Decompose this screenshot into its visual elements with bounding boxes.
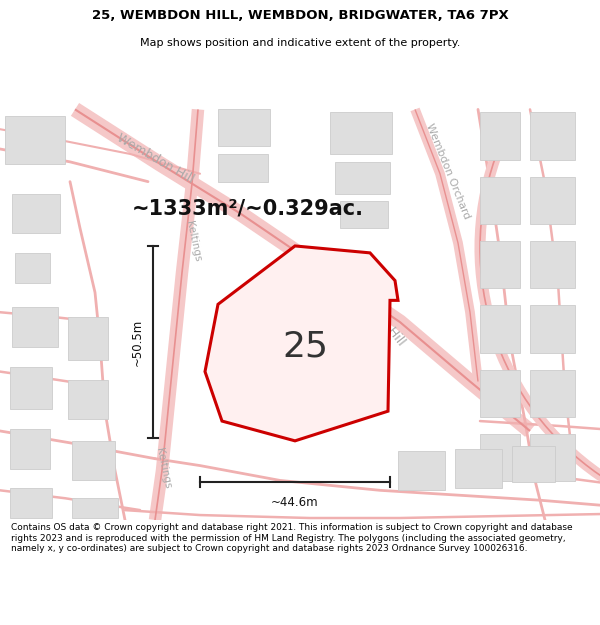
Polygon shape (530, 241, 575, 289)
Polygon shape (480, 177, 520, 224)
Polygon shape (530, 112, 575, 160)
Polygon shape (68, 379, 108, 419)
Polygon shape (5, 116, 65, 164)
Polygon shape (68, 317, 108, 360)
Text: Wembdon Hill: Wembdon Hill (114, 132, 196, 186)
Polygon shape (398, 451, 445, 491)
Polygon shape (72, 441, 115, 481)
Polygon shape (335, 162, 390, 194)
Polygon shape (10, 429, 50, 469)
Text: Wembdon Hill: Wembdon Hill (343, 272, 407, 348)
Polygon shape (248, 308, 348, 372)
Text: 25: 25 (282, 330, 328, 364)
Polygon shape (12, 194, 60, 233)
Polygon shape (10, 367, 52, 409)
Polygon shape (530, 177, 575, 224)
Polygon shape (480, 305, 520, 352)
Text: Wembdon Orchard: Wembdon Orchard (424, 122, 472, 221)
Polygon shape (12, 308, 58, 347)
Polygon shape (10, 488, 52, 518)
Polygon shape (218, 109, 270, 146)
Polygon shape (480, 241, 520, 289)
Text: ~1333m²/~0.329ac.: ~1333m²/~0.329ac. (132, 198, 364, 218)
Text: Contains OS data © Crown copyright and database right 2021. This information is : Contains OS data © Crown copyright and d… (11, 523, 572, 553)
Polygon shape (480, 112, 520, 160)
Polygon shape (205, 246, 398, 441)
Polygon shape (330, 112, 392, 154)
Text: 25, WEMBDON HILL, WEMBDON, BRIDGWATER, TA6 7PX: 25, WEMBDON HILL, WEMBDON, BRIDGWATER, T… (92, 9, 508, 22)
Polygon shape (340, 201, 388, 228)
Polygon shape (15, 253, 50, 282)
Polygon shape (218, 154, 268, 182)
Polygon shape (530, 305, 575, 352)
Text: ~50.5m: ~50.5m (131, 318, 143, 366)
Polygon shape (455, 449, 502, 488)
Text: ~44.6m: ~44.6m (271, 496, 319, 509)
Text: Keltings: Keltings (184, 219, 202, 262)
Polygon shape (72, 498, 118, 518)
Polygon shape (512, 446, 555, 483)
Polygon shape (480, 434, 520, 481)
Polygon shape (530, 369, 575, 417)
Polygon shape (480, 369, 520, 417)
Polygon shape (530, 434, 575, 481)
Text: Keltings: Keltings (154, 448, 172, 490)
Text: Map shows position and indicative extent of the property.: Map shows position and indicative extent… (140, 38, 460, 48)
